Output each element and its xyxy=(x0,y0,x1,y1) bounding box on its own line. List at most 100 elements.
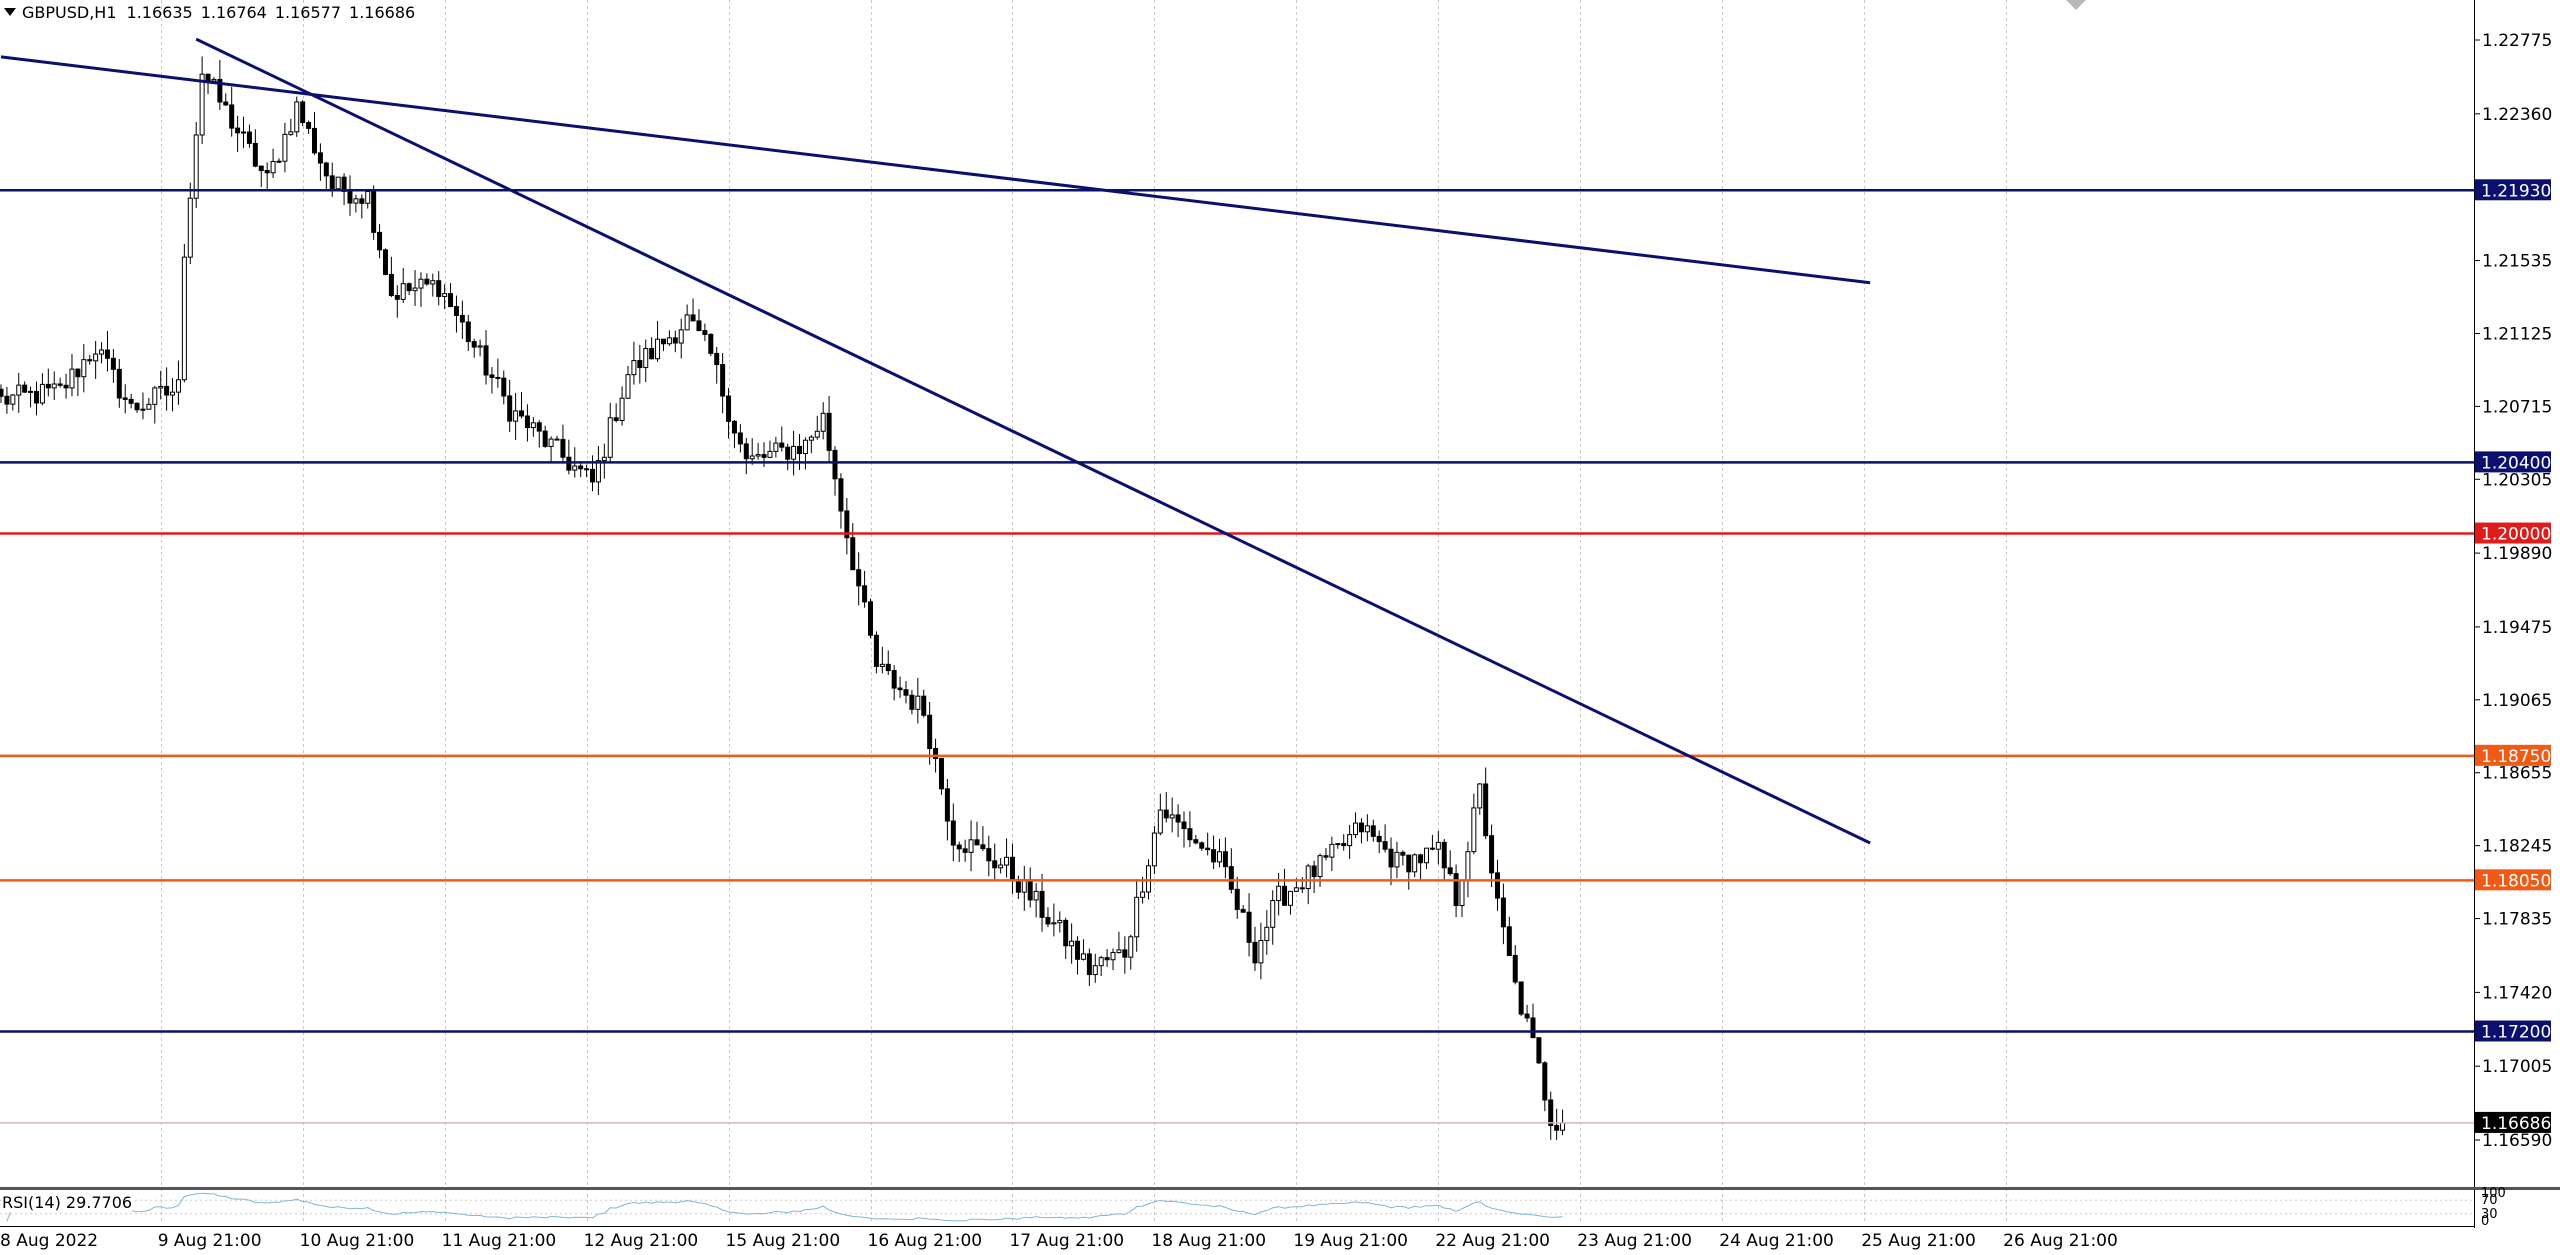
candle-body xyxy=(104,349,110,359)
candle xyxy=(28,386,34,408)
candle xyxy=(655,320,661,362)
candle-body xyxy=(814,430,820,438)
price-tick-label: 1.17005 xyxy=(2482,1057,2552,1077)
candle xyxy=(637,344,643,384)
price-tag-bg xyxy=(2475,869,2551,891)
candle-body xyxy=(347,190,353,204)
candle-body xyxy=(666,337,672,345)
candle-body xyxy=(211,78,217,82)
candle xyxy=(199,56,205,145)
candle xyxy=(1512,944,1518,985)
candle xyxy=(10,393,16,411)
candle xyxy=(826,395,832,463)
candle xyxy=(400,267,406,304)
candle xyxy=(986,835,992,877)
price-tag-bg xyxy=(2475,1020,2551,1042)
candle-body xyxy=(400,283,406,300)
time-label: 25 Aug 21:00 xyxy=(1861,1231,1976,1251)
candle-body xyxy=(164,385,170,396)
candle-body xyxy=(205,73,211,82)
candle xyxy=(406,282,412,296)
candle xyxy=(465,314,471,351)
candle-body xyxy=(1140,891,1146,898)
candle xyxy=(1222,837,1228,879)
candle-body xyxy=(921,695,927,716)
time-label: 22 Aug 21:00 xyxy=(1435,1231,1550,1251)
candle-body xyxy=(1370,825,1376,837)
candle xyxy=(696,309,702,332)
candle xyxy=(1418,853,1424,880)
candle xyxy=(430,273,436,297)
candle-body xyxy=(252,142,258,167)
candle xyxy=(187,182,193,265)
candle xyxy=(359,194,365,219)
candle-body xyxy=(696,320,702,332)
candle xyxy=(808,435,814,454)
ohlc-low: 1.16577 xyxy=(274,2,342,22)
candle xyxy=(584,464,590,478)
candle-body xyxy=(797,445,803,455)
candle-body xyxy=(1098,957,1104,967)
candle-body xyxy=(743,443,749,460)
candle-body xyxy=(613,417,619,421)
candle-body xyxy=(406,283,412,292)
candle-body xyxy=(1459,880,1465,907)
candle xyxy=(1453,864,1459,918)
candle xyxy=(1205,832,1211,856)
price-tags: 1.21930 1.20400 1.20000 1.18750 1.18050 1.172… xyxy=(2475,179,2551,1134)
candle-body xyxy=(1471,807,1477,853)
candle-body xyxy=(927,714,933,750)
chart-menu-arrow-icon[interactable] xyxy=(4,8,16,16)
candle xyxy=(844,497,850,555)
candle xyxy=(720,353,726,414)
candle-body xyxy=(453,306,459,316)
candle-body xyxy=(311,127,317,154)
price-tick-label: 1.22775 xyxy=(2482,31,2552,51)
price-tick-label: 1.21535 xyxy=(2482,252,2552,272)
candle-body xyxy=(93,353,99,362)
candle-body xyxy=(323,162,329,177)
candle-body xyxy=(388,273,394,296)
candle xyxy=(1406,854,1412,890)
candle xyxy=(1447,850,1453,876)
candle xyxy=(897,676,903,698)
candle-body xyxy=(1116,949,1122,954)
candle-body xyxy=(134,402,140,411)
candle-body xyxy=(684,314,690,331)
candle-body xyxy=(235,127,241,134)
candle xyxy=(743,437,749,475)
candle xyxy=(1364,814,1370,842)
grid-lines xyxy=(161,0,2007,1224)
candle xyxy=(87,355,93,365)
candle-body xyxy=(590,468,595,483)
candle xyxy=(448,283,454,308)
price-tag-label: 1.18750 xyxy=(2481,747,2551,767)
candle-body xyxy=(542,430,548,447)
candle xyxy=(501,370,507,405)
candle-body xyxy=(1311,865,1317,878)
price-tag-label: 1.21930 xyxy=(2481,181,2551,201)
candle xyxy=(205,73,211,95)
candle xyxy=(832,446,838,496)
candle xyxy=(1471,793,1477,855)
candle xyxy=(879,646,885,674)
candle xyxy=(927,702,933,765)
candle xyxy=(530,417,536,437)
candle-body xyxy=(826,412,832,451)
candle-body xyxy=(1548,1099,1554,1126)
candle xyxy=(1009,843,1015,894)
candle xyxy=(0,384,4,404)
candle-body xyxy=(288,131,294,135)
candle-body xyxy=(637,360,643,369)
candle xyxy=(560,424,566,464)
candle xyxy=(690,298,696,322)
candle xyxy=(566,439,572,475)
candle-body xyxy=(51,383,57,389)
candle-body xyxy=(69,368,75,389)
time-label: 17 Aug 21:00 xyxy=(1009,1231,1124,1251)
candle xyxy=(513,392,519,440)
candle xyxy=(1258,922,1264,980)
candle xyxy=(1033,883,1039,918)
